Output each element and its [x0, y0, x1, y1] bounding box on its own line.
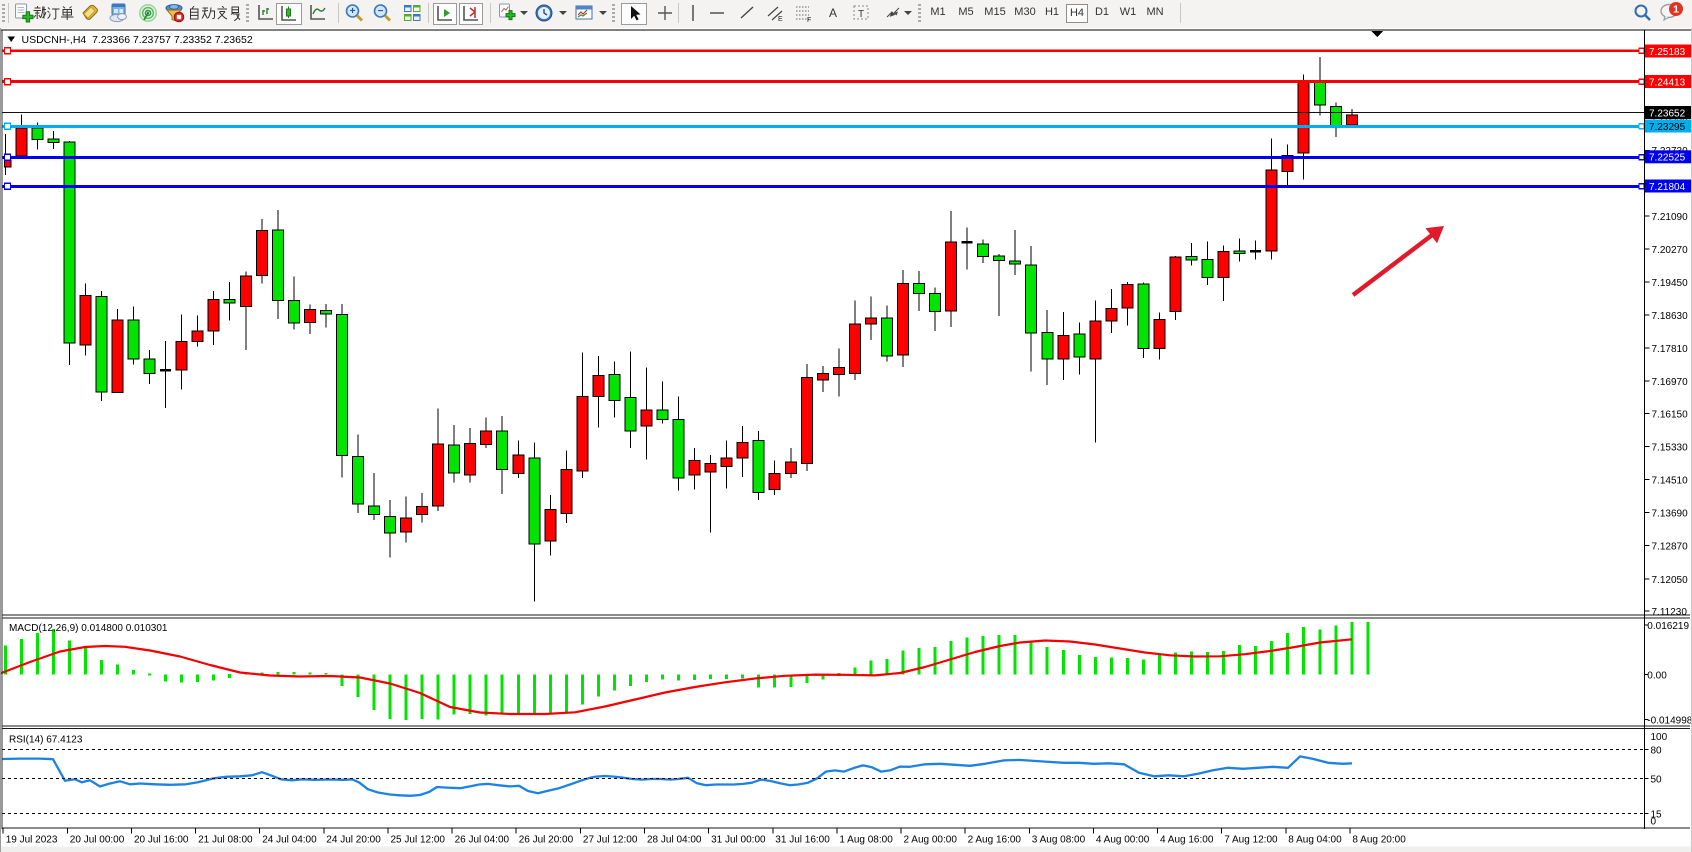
- svg-text:E: E: [778, 16, 783, 23]
- svg-text:A: A: [829, 6, 837, 20]
- svg-text:T: T: [858, 9, 864, 20]
- svg-text:MACD(12,26,9) 0.014800 0.01030: MACD(12,26,9) 0.014800 0.010301: [9, 623, 168, 634]
- svg-text:2 Aug 00:00: 2 Aug 00:00: [904, 835, 958, 846]
- svg-text:1: 1: [1673, 4, 1679, 16]
- svg-text:50: 50: [1651, 775, 1663, 786]
- svg-text:24 Jul 04:00: 24 Jul 04:00: [262, 835, 317, 846]
- svg-text:+: +: [350, 6, 356, 17]
- svg-text:7.21090: 7.21090: [1652, 212, 1689, 223]
- svg-text:2 Aug 16:00: 2 Aug 16:00: [968, 835, 1022, 846]
- svg-text:0.00: 0.00: [1647, 670, 1667, 681]
- svg-text:26 Jul 04:00: 26 Jul 04:00: [455, 835, 510, 846]
- svg-text:7.15330: 7.15330: [1652, 442, 1689, 453]
- svg-text:27 Jul 12:00: 27 Jul 12:00: [583, 835, 638, 846]
- svg-text:7.18630: 7.18630: [1652, 311, 1689, 322]
- svg-text:7.16150: 7.16150: [1652, 409, 1689, 420]
- svg-text:80: 80: [1651, 745, 1663, 756]
- svg-text:8 Aug 20:00: 8 Aug 20:00: [1352, 835, 1406, 846]
- svg-text:7.22525: 7.22525: [1649, 153, 1686, 164]
- svg-text:1 Aug 08:00: 1 Aug 08:00: [839, 835, 893, 846]
- svg-text:8 Aug 04:00: 8 Aug 04:00: [1288, 835, 1342, 846]
- svg-text:0: 0: [1651, 816, 1657, 827]
- svg-text:7.16970: 7.16970: [1652, 377, 1689, 388]
- svg-text:21 Jul 08:00: 21 Jul 08:00: [198, 835, 253, 846]
- svg-text:RSI(14) 67.4123: RSI(14) 67.4123: [9, 735, 83, 746]
- svg-text:25 Jul 12:00: 25 Jul 12:00: [391, 835, 446, 846]
- svg-text:3 Aug 08:00: 3 Aug 08:00: [1032, 835, 1086, 846]
- svg-text:100: 100: [1651, 732, 1668, 743]
- svg-text:4 Aug 00:00: 4 Aug 00:00: [1096, 835, 1150, 846]
- svg-text:7.13690: 7.13690: [1652, 508, 1689, 519]
- svg-text:7.12050: 7.12050: [1652, 575, 1689, 586]
- svg-text:-0.014998: -0.014998: [1647, 715, 1692, 726]
- svg-text:20 Jul 16:00: 20 Jul 16:00: [134, 835, 189, 846]
- svg-text:7.23295: 7.23295: [1649, 122, 1686, 133]
- svg-text:7.11230: 7.11230: [1652, 607, 1688, 618]
- svg-text:7.24413: 7.24413: [1649, 77, 1686, 88]
- svg-text:0.016219: 0.016219: [1647, 621, 1689, 632]
- svg-text:−: −: [378, 6, 384, 17]
- svg-text:7.12870: 7.12870: [1652, 541, 1689, 552]
- svg-text:7.17810: 7.17810: [1652, 344, 1689, 355]
- svg-text:28 Jul 04:00: 28 Jul 04:00: [647, 835, 702, 846]
- svg-text:15: 15: [1651, 810, 1663, 821]
- svg-text:7.23652: 7.23652: [1649, 108, 1686, 119]
- svg-text:31 Jul 16:00: 31 Jul 16:00: [775, 835, 830, 846]
- svg-text:24 Jul 20:00: 24 Jul 20:00: [326, 835, 381, 846]
- svg-text:7.20270: 7.20270: [1652, 245, 1689, 256]
- svg-text:F: F: [807, 17, 811, 23]
- svg-text:7 Aug 12:00: 7 Aug 12:00: [1224, 835, 1278, 846]
- svg-text:31 Jul 00:00: 31 Jul 00:00: [711, 835, 766, 846]
- svg-text:7.14510: 7.14510: [1652, 475, 1689, 486]
- svg-text:7.25183: 7.25183: [1649, 47, 1686, 58]
- svg-text:7.21804: 7.21804: [1649, 182, 1686, 193]
- svg-text:20 Jul 00:00: 20 Jul 00:00: [70, 835, 125, 846]
- svg-text:4 Aug 16:00: 4 Aug 16:00: [1160, 835, 1214, 846]
- svg-text:19 Jul 2023: 19 Jul 2023: [6, 835, 58, 846]
- svg-text:7.19450: 7.19450: [1652, 278, 1689, 289]
- svg-text:26 Jul 20:00: 26 Jul 20:00: [519, 835, 574, 846]
- svg-text:USDCNH-,H4 7.23366 7.23757 7.: USDCNH-,H4 7.23366 7.23757 7.23352 7.236…: [22, 34, 253, 46]
